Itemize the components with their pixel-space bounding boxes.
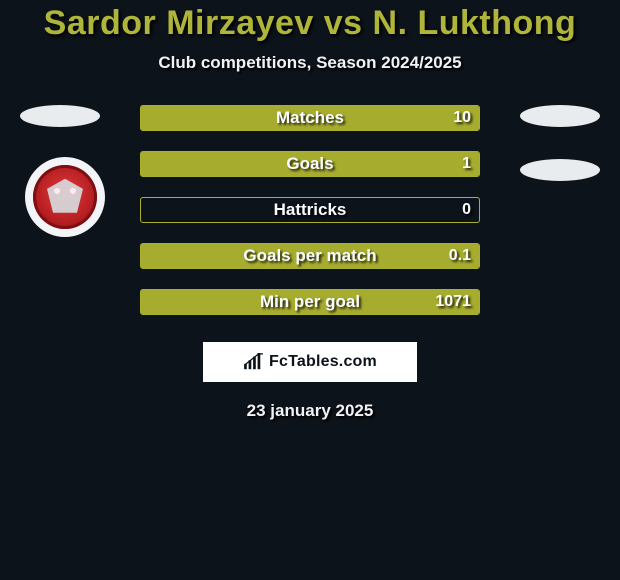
player-right-placeholder-2 [520,159,600,181]
stat-bar: Goals 1 [140,151,480,177]
stat-value-right: 0 [462,201,471,219]
brand-text: FcTables.com [269,353,377,371]
stat-label: Matches [276,108,344,128]
bar-chart-icon [243,353,265,371]
stat-bar: Hattricks 0 [140,197,480,223]
snapshot-date: 23 january 2025 [247,401,374,421]
player-left-placeholder-1 [20,105,100,127]
club-crest-icon [33,165,97,229]
stat-label: Goals per match [243,246,376,266]
stat-bar: Matches 10 [140,105,480,131]
stat-bars: Matches 10 Goals 1 Hattricks 0 Goals per match… [140,105,480,315]
player-right-placeholder-1 [520,105,600,127]
subtitle: Club competitions, Season 2024/2025 [158,53,461,73]
stat-label: Min per goal [260,292,360,312]
stat-value-right: 10 [453,109,471,127]
stat-label: Goals [286,154,333,174]
page-title: Sardor Mirzayev vs N. Lukthong [44,4,577,43]
stat-bar: Min per goal 1071 [140,289,480,315]
comparison-body: Matches 10 Goals 1 Hattricks 0 Goals per match… [0,105,620,315]
stat-value-right: 1071 [435,293,471,311]
comparison-card: Sardor Mirzayev vs N. Lukthong Club comp… [0,0,620,580]
left-club-badge [25,157,105,237]
stat-value-right: 0.1 [449,247,471,265]
brand-attribution[interactable]: FcTables.com [202,341,418,383]
stat-label: Hattricks [274,200,347,220]
stat-bar: Goals per match 0.1 [140,243,480,269]
stat-value-right: 1 [462,155,471,173]
